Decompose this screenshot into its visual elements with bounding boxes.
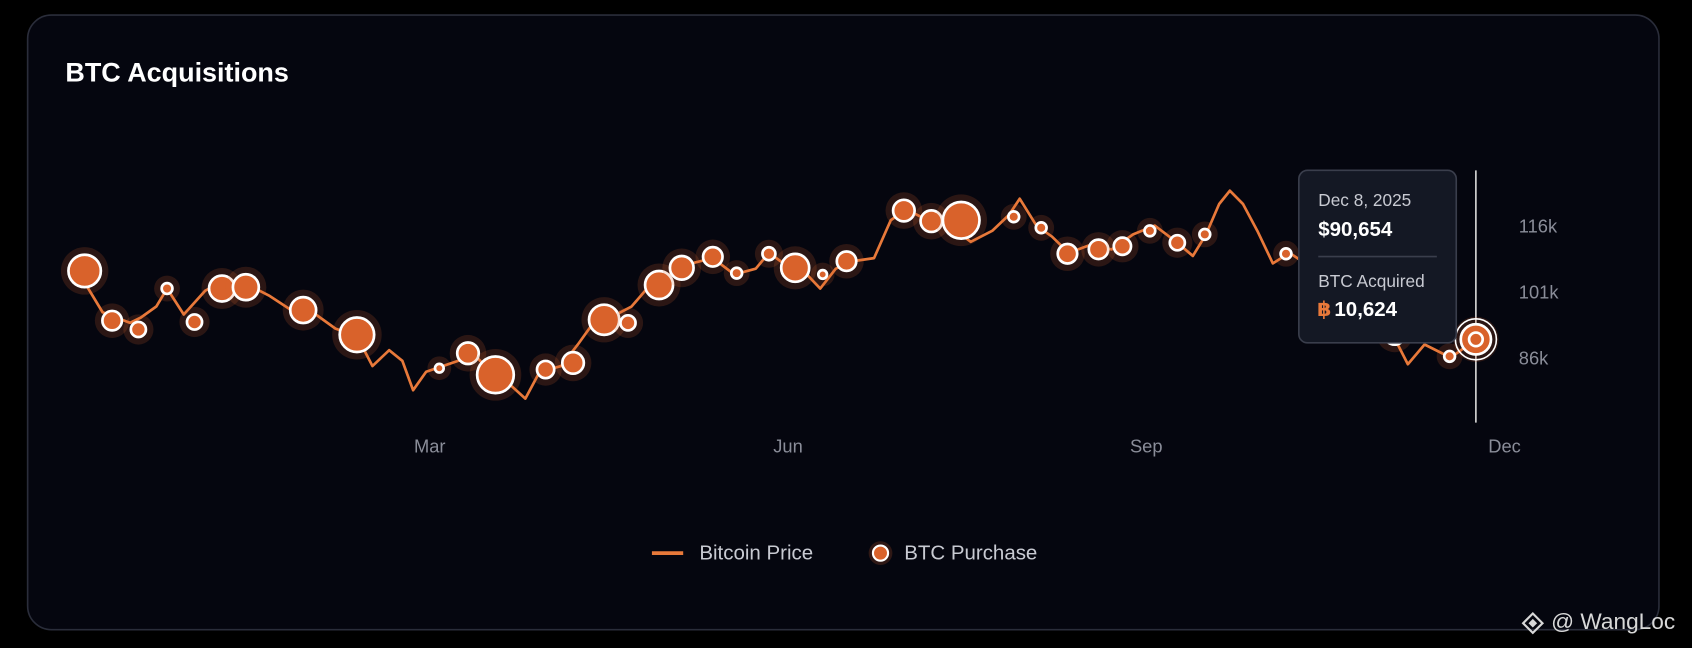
bubble [560,350,586,376]
bubble [160,281,174,296]
bubble [433,362,445,374]
tooltip: Dec 8, 2025 $90,654 BTC Acquired ฿ 10,624 [1298,169,1458,344]
legend-label: Bitcoin Price [699,542,813,565]
bubble [1034,221,1048,235]
x-tick-label: Sep [1130,435,1163,456]
bubble [338,316,376,354]
bubble-selected [1459,322,1493,356]
bubble [535,359,556,380]
bubble [455,341,481,366]
bubble-core [1467,331,1485,348]
bubble [475,355,516,395]
y-tick-label: 101k [1519,282,1560,303]
bubble [619,313,637,332]
bubble [1442,349,1457,364]
bubble [1198,227,1212,242]
bubble [67,253,103,289]
x-tick-label: Jun [773,435,803,456]
bubble [891,198,916,223]
bubble [779,252,811,284]
y-tick-label: 116k [1519,216,1558,237]
bubble [701,245,724,268]
bubble [101,309,124,332]
bubble [587,303,621,337]
x-tick-label: Dec [1488,435,1521,456]
y-tick-label: 86k [1519,348,1549,369]
bubble [129,320,148,339]
price-line [75,189,1477,400]
bubble [1112,236,1133,257]
legend-swatch [871,544,890,562]
bubble [231,272,261,302]
bubble [1168,233,1187,252]
tooltip-currency: ฿ [1317,298,1331,321]
plot: Mar Jun Sep Dec 86k 101k 116k [60,170,1560,456]
bubble [941,200,981,240]
bubble [1056,242,1079,265]
bubble [1143,224,1157,238]
card [26,14,1660,631]
bubble [761,245,777,262]
bubble [1087,238,1110,261]
bubble [1006,210,1021,224]
bubble [835,250,858,273]
bubble [643,269,675,301]
watermark: @ WangLoc [1551,609,1675,634]
tooltip-price: $90,654 [1318,218,1393,241]
bubble [185,313,204,331]
legend-label: BTC Purchase [904,542,1037,565]
x-tick-label: Mar [414,435,446,456]
bubble [816,268,829,281]
bubble [729,266,744,280]
tooltip-size: 10,624 [1334,298,1397,321]
bubble [1279,247,1293,261]
chart-title: BTC Acquisitions [65,58,288,88]
tooltip-date: Dec 8, 2025 [1318,190,1411,210]
watermark-icon [1521,611,1545,635]
legend: Bitcoin Price BTC Purchase [651,541,1037,565]
bubble [668,254,695,282]
tooltip-size-title: BTC Acquired [1318,271,1424,291]
bubble [288,295,318,325]
